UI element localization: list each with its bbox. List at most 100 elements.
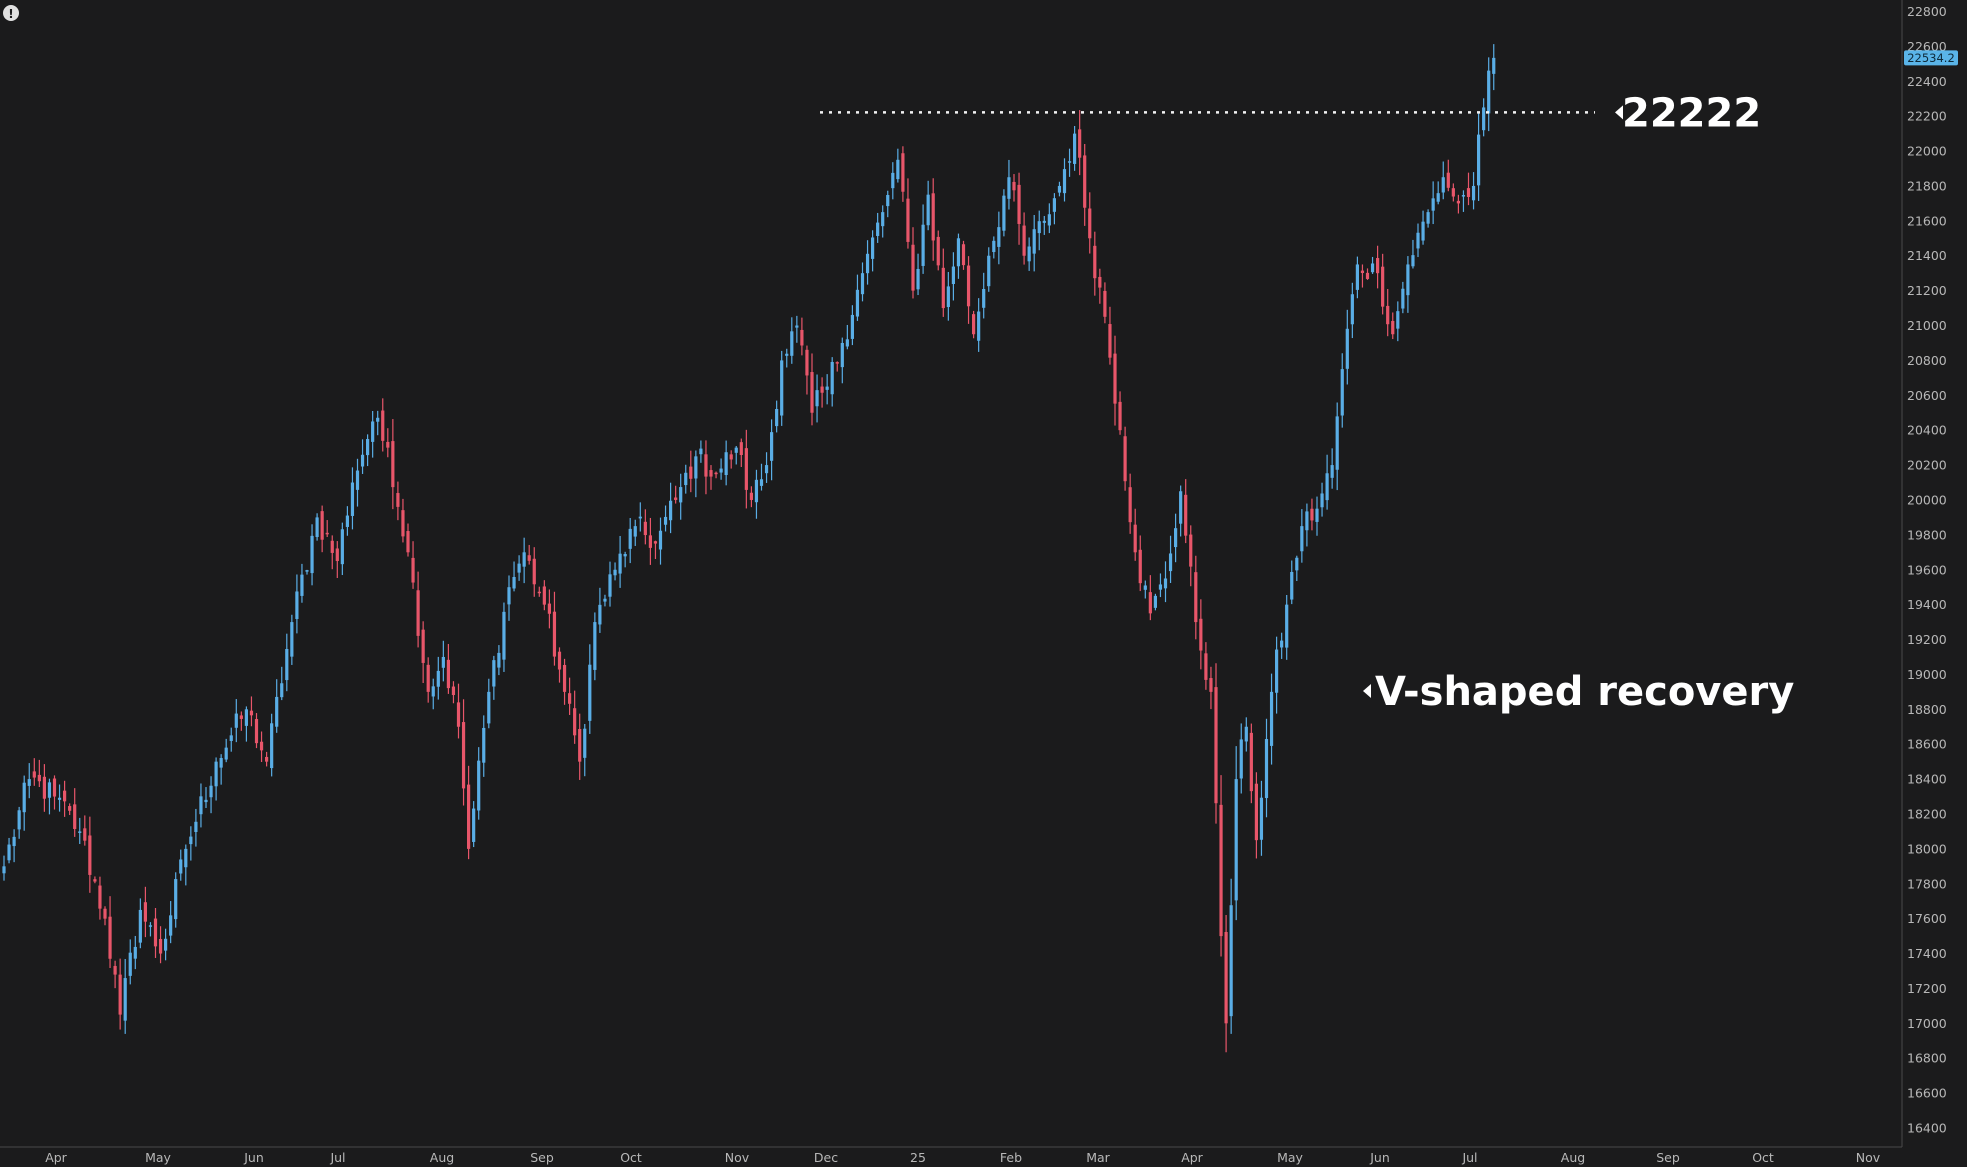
candle-body (108, 916, 112, 959)
candle-body (1153, 595, 1157, 608)
candle-body (1093, 245, 1097, 279)
candle-body (32, 771, 36, 778)
y-tick-label: 17000 (1907, 1016, 1947, 1031)
candle-body (1492, 57, 1496, 74)
candle-body (961, 244, 966, 266)
candle-body (376, 417, 380, 422)
candle-body (1239, 739, 1243, 779)
candle-body (1421, 221, 1425, 241)
candle-body (335, 548, 339, 562)
candle-body (123, 978, 127, 1021)
candle-body (128, 952, 132, 976)
candle-body (1123, 436, 1127, 482)
candle-body (360, 454, 365, 467)
candle-body (800, 329, 804, 346)
candle-body (1168, 553, 1173, 572)
candle-body (785, 353, 789, 356)
x-tick-label: Sep (1656, 1150, 1680, 1165)
y-tick-label: 18400 (1907, 772, 1947, 787)
candle-body (1032, 229, 1036, 254)
candle-body (1441, 177, 1445, 193)
candle-body (749, 492, 753, 500)
candle-body (931, 193, 935, 241)
candle-body (472, 808, 476, 842)
x-tick-label: May (1277, 1150, 1303, 1165)
candle-body (1466, 188, 1471, 197)
candle-body (1143, 585, 1147, 590)
candle-body (911, 244, 915, 291)
candle-body (704, 454, 708, 477)
candle-body (623, 554, 627, 557)
candle-body (259, 741, 264, 751)
candle-body (527, 555, 531, 561)
recovery-arrow-icon (1363, 684, 1371, 698)
candle-body (613, 569, 617, 576)
candle-body (1482, 107, 1486, 131)
y-tick-label: 18600 (1907, 737, 1947, 752)
candle-body (517, 563, 521, 573)
candle-body (583, 728, 587, 758)
candle-body (502, 611, 506, 660)
candle-body (1057, 185, 1062, 193)
candle-body (1290, 571, 1294, 600)
x-tick-label: Sep (530, 1150, 554, 1165)
candle-body (1310, 508, 1314, 521)
candle-body (366, 439, 370, 456)
candle-body (17, 810, 21, 830)
candle-body (138, 909, 142, 943)
y-tick-label: 16400 (1907, 1121, 1947, 1136)
candle-body (1376, 258, 1380, 274)
x-tick-label: 25 (910, 1150, 926, 1165)
candle-body (689, 466, 693, 479)
candle-body (1259, 797, 1264, 840)
candle-body (1174, 528, 1178, 548)
candle-body (790, 331, 794, 356)
candle-body (42, 776, 46, 799)
candle-body (628, 528, 632, 549)
candle-body (1083, 155, 1087, 208)
candle-body (492, 660, 496, 687)
candle-body (578, 729, 582, 762)
candle-body (901, 153, 905, 192)
candle-body (1300, 526, 1304, 552)
x-tick-label: Oct (620, 1150, 642, 1165)
candle-body (1396, 311, 1400, 329)
candle-body (1340, 369, 1344, 416)
candle-body (674, 497, 678, 500)
candle-body (663, 516, 668, 525)
x-tick-label: Dec (814, 1150, 838, 1165)
candle-body (1370, 263, 1375, 273)
candle-body (1163, 578, 1168, 589)
candle-body (1067, 161, 1072, 163)
candle-body (1219, 804, 1223, 937)
x-tick-label: Mar (1086, 1150, 1110, 1165)
candle-body (860, 273, 865, 295)
y-tick-label: 17200 (1907, 981, 1947, 996)
candle-body (1244, 726, 1248, 742)
candle-body (1128, 487, 1132, 523)
candle-body (1012, 181, 1016, 191)
candle-body (78, 831, 82, 833)
y-tick-label: 18800 (1907, 702, 1947, 717)
candle-body (22, 782, 26, 813)
x-tick-label: Feb (1000, 1150, 1022, 1165)
y-tick-label: 21000 (1907, 318, 1947, 333)
candle-body (810, 372, 814, 413)
x-tick-label: Jun (1369, 1150, 1390, 1165)
candle-body (1138, 549, 1142, 584)
candle-body (820, 386, 824, 393)
candle-body (249, 710, 254, 716)
candle-body (73, 804, 77, 829)
candle-body (1179, 491, 1183, 524)
candle-body (1158, 584, 1163, 590)
candle-body (355, 470, 360, 490)
candle-body (709, 470, 713, 477)
candle-body (1148, 592, 1152, 614)
y-tick-label: 16800 (1907, 1051, 1947, 1066)
candle-body (1295, 557, 1299, 571)
candle-body (456, 702, 461, 727)
candle-body (1411, 255, 1415, 267)
info-icon[interactable] (3, 5, 19, 21)
candle-body (850, 314, 854, 339)
